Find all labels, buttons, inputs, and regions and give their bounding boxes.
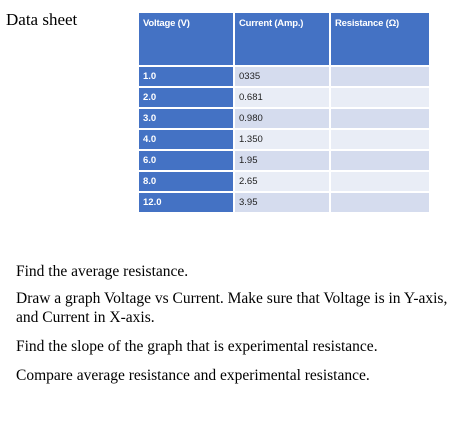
voltage-cell: 2.0 — [139, 88, 233, 107]
voltage-cell: 6.0 — [139, 151, 233, 170]
voltage-cell: 3.0 — [139, 109, 233, 128]
instruction-draw-graph: Draw a graph Voltage vs Current. Make su… — [16, 290, 448, 326]
resistance-cell — [331, 151, 429, 170]
current-cell: 0.681 — [235, 88, 329, 107]
voltage-cell: 1.0 — [139, 67, 233, 86]
voltage-cell: 12.0 — [139, 193, 233, 212]
header-current: Current (Amp.) — [235, 13, 329, 65]
instruction-average-resistance: Find the average resistance. — [16, 263, 189, 280]
instruction-find-slope: Find the slope of the graph that is expe… — [16, 338, 378, 355]
current-cell: 1.350 — [235, 130, 329, 149]
voltage-cell: 8.0 — [139, 172, 233, 191]
resistance-cell — [331, 172, 429, 191]
instruction-compare-resistance: Compare average resistance and experimen… — [16, 367, 370, 384]
header-resistance: Resistance (Ω) — [331, 13, 429, 65]
table-row: 2.0 0.681 — [139, 88, 429, 107]
header-voltage: Voltage (V) — [139, 13, 233, 65]
table-row: 4.0 1.350 — [139, 130, 429, 149]
current-cell: 0335 — [235, 67, 329, 86]
current-cell: 2.65 — [235, 172, 329, 191]
table-row: 12.0 3.95 — [139, 193, 429, 212]
voltage-cell: 4.0 — [139, 130, 233, 149]
data-table: Voltage (V) Current (Amp.) Resistance (Ω… — [137, 11, 431, 214]
table-row: 1.0 0335 — [139, 67, 429, 86]
resistance-cell — [331, 130, 429, 149]
table-row: 8.0 2.65 — [139, 172, 429, 191]
resistance-cell — [331, 88, 429, 107]
table-row: 3.0 0.980 — [139, 109, 429, 128]
resistance-cell — [331, 67, 429, 86]
table-header-row: Voltage (V) Current (Amp.) Resistance (Ω… — [139, 13, 429, 65]
resistance-cell — [331, 193, 429, 212]
table-row: 6.0 1.95 — [139, 151, 429, 170]
current-cell: 1.95 — [235, 151, 329, 170]
resistance-cell — [331, 109, 429, 128]
instructions-list: Find the average resistance. Draw a grap… — [16, 262, 472, 395]
current-cell: 3.95 — [235, 193, 329, 212]
current-cell: 0.980 — [235, 109, 329, 128]
sheet-title: Data sheet — [6, 10, 78, 29]
